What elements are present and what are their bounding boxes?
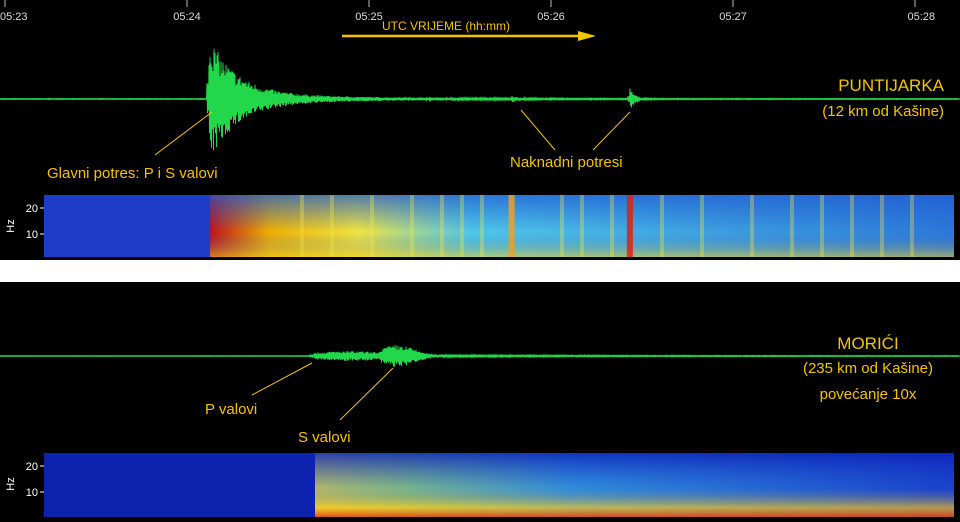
spectrogram-streak [460,195,464,257]
spectrogram-streak [790,195,794,257]
time-tick-label: 05:27 [719,11,747,23]
spectrogram-streak [820,195,824,257]
aftershock-leader-2 [592,111,631,151]
amplification-note-morici: povećanje 10x [820,386,917,403]
p-wave-leader [251,362,313,396]
spectrogram-shading-morici [315,453,954,517]
spectrogram-ytick-20-puntijarka: 20 [26,203,38,215]
spectrogram-streak [480,195,484,257]
spectrogram-streak [660,195,664,257]
time-tick-label: 05:28 [907,11,935,23]
aftershock-leader-1 [520,109,556,151]
spectrogram-streak [850,195,854,257]
station-distance-puntijarka: (12 km od Kašine) [822,103,944,120]
time-axis: 05:23 05:24 05:25 05:26 05:27 05:28 [0,0,935,23]
station-name-puntijarka: PUNTIJARKA [838,76,944,95]
spectrogram-streak [370,195,374,257]
spectrogram-streak [610,195,614,257]
spectrogram-bands-puntijarka [300,195,914,257]
waveform-trace-morici [0,345,959,367]
aftershock-label: Naknadni potresi [510,154,623,171]
panel-separator [0,260,960,282]
time-arrow-head [578,31,596,41]
p-wave-label: P valovi [205,401,257,418]
waveform-trace-puntijarka [0,48,959,151]
spectrogram-morici [44,453,954,517]
spectrogram-streak [560,195,564,257]
time-tick-label: 05:23 [0,11,28,23]
spectrogram-pre-event-puntijarka [44,195,210,257]
spectrogram-ytick-10-puntijarka: 10 [26,229,38,241]
s-wave-label: S valovi [298,429,351,446]
spectrogram-streak [910,195,914,257]
station-name-morici: MORIĆI [837,334,898,353]
spectrogram-streak [330,195,334,257]
s-wave-leader [339,367,394,421]
main-shock-leader [154,111,213,156]
spectrogram-streak [750,195,754,257]
spectrogram-streak [440,195,444,257]
spectrogram-shading-puntijarka [210,195,954,257]
spectrogram-streak [300,195,304,257]
waveform-panel-puntijarka [0,0,960,192]
spectrogram-streak [880,195,884,257]
spectrogram-pre-event-morici [44,453,315,517]
time-tick-label: 05:26 [537,11,565,23]
spectrogram-ylabel-puntijarka: Hz [5,219,17,232]
station-distance-morici: (235 km od Kašine) [803,360,933,377]
spectrogram-ytick-10-morici: 10 [26,487,38,499]
spectrogram-streak [410,195,414,257]
time-axis-label: UTC VRIJEME (hh:mm) [382,19,510,33]
spectrogram-puntijarka [44,195,954,257]
spectrogram-event-band [508,195,515,257]
time-arrow [342,31,596,41]
spectrogram-ylabel-morici: Hz [5,477,17,490]
main-shock-label: Glavni potres: P i S valovi [47,165,218,182]
waveform-panel-morici [0,282,960,450]
time-tick-label: 05:24 [173,11,201,23]
spectrogram-streak [580,195,584,257]
spectrogram-ytick-20-morici: 20 [26,461,38,473]
spectrogram-streak [700,195,704,257]
time-tick-label: 05:25 [355,11,383,23]
spectrogram-event-band [626,195,633,257]
